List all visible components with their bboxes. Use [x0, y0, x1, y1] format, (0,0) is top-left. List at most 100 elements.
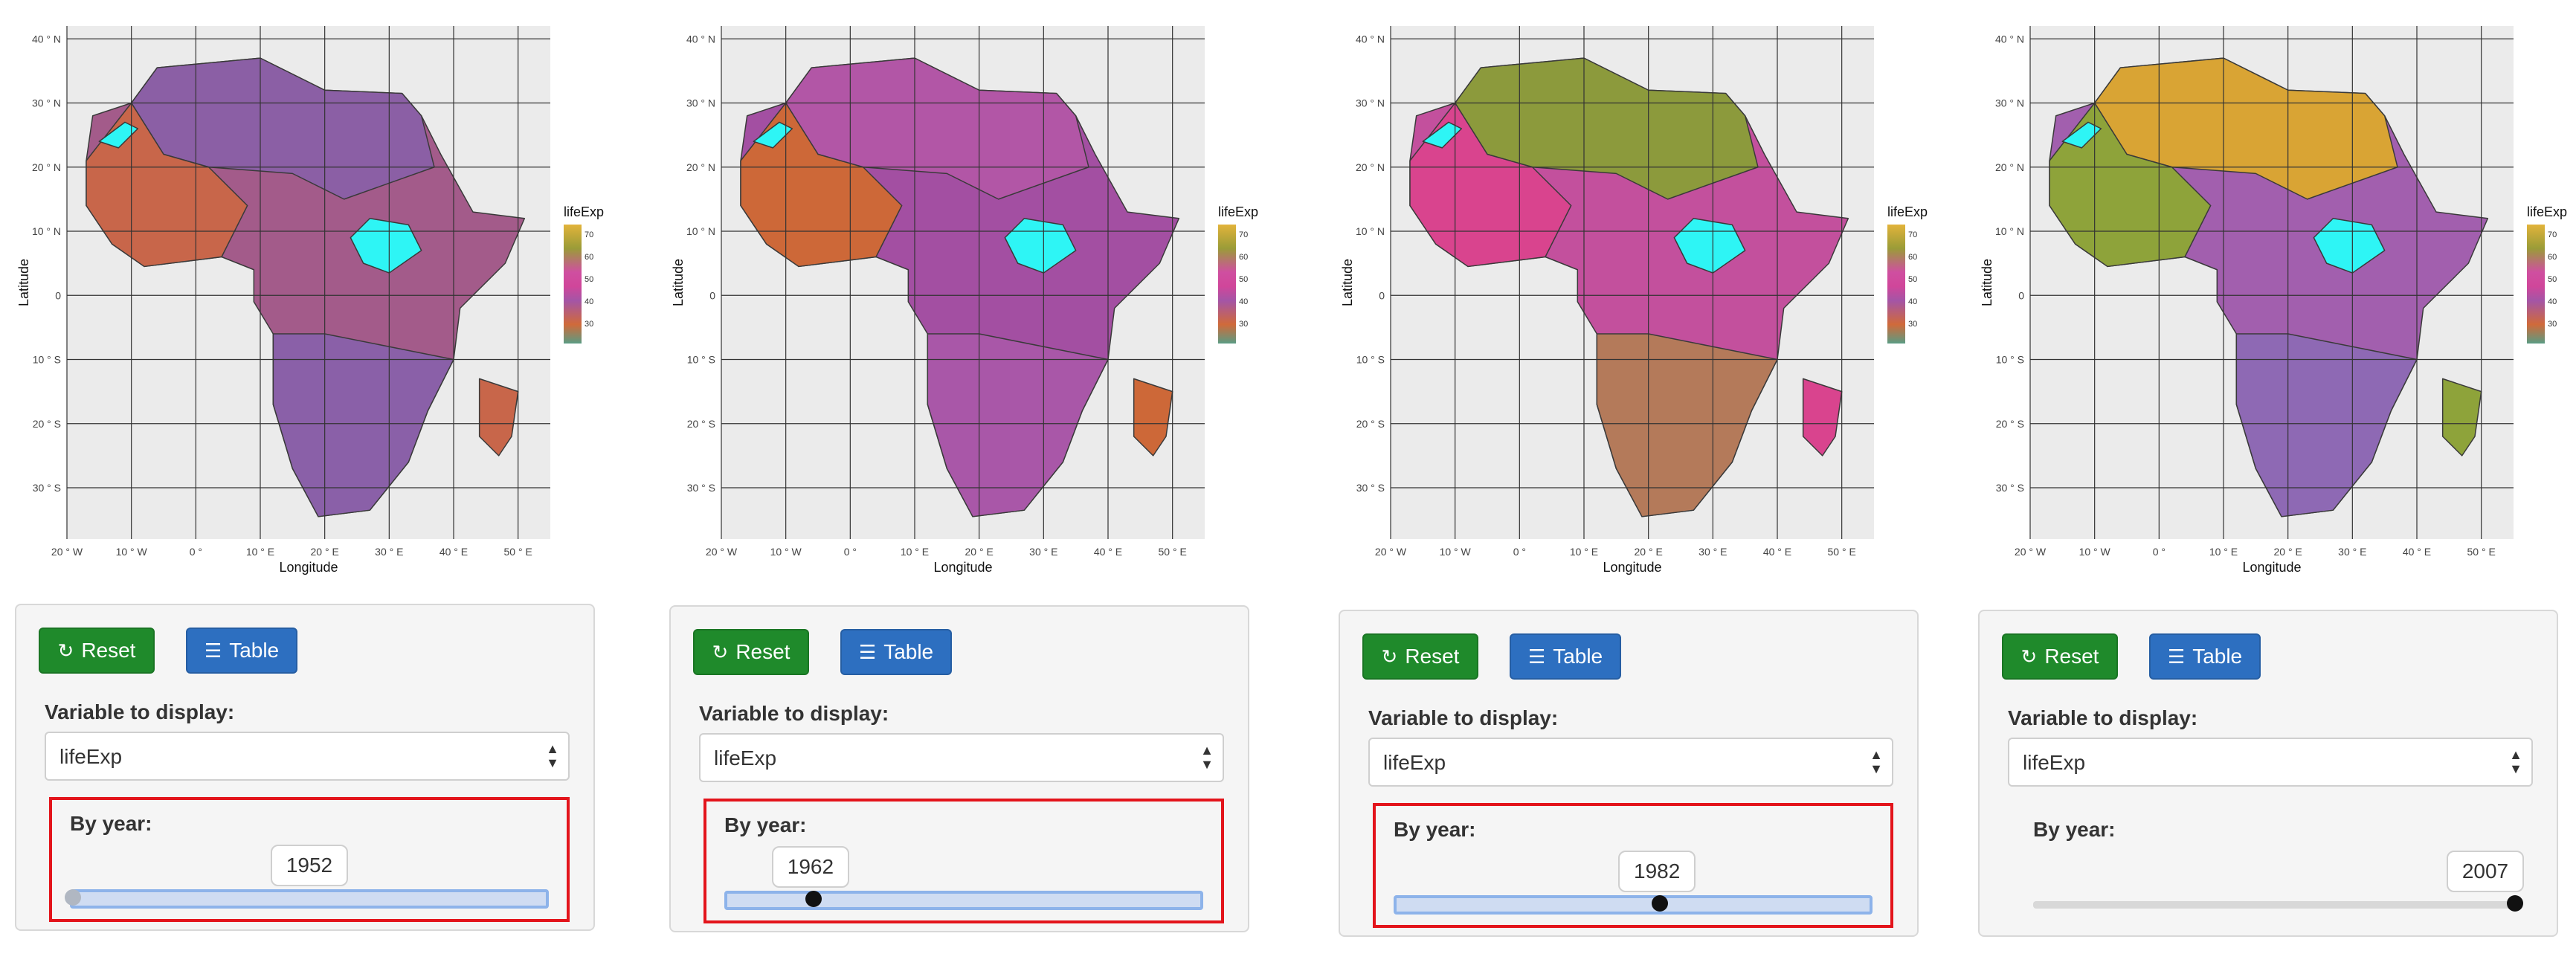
lat-tick-label: 20 ° N [1995, 161, 2024, 173]
legend-body: 70 60 50 40 30 [1218, 225, 1258, 344]
table-button[interactable]: ☰ Table [186, 628, 297, 674]
legend-tick-label: 50 [2548, 275, 2557, 284]
lat-tick-label: 20 ° S [33, 418, 61, 430]
lat-tick-label: 30 ° S [1356, 482, 1385, 494]
western-sahara-region [2061, 121, 2102, 149]
lat-tick-label: 30 ° N [686, 97, 715, 109]
table-button[interactable]: ☰ Table [1510, 633, 1621, 680]
year-slider-track[interactable] [70, 889, 549, 909]
year-slider-track[interactable] [2033, 901, 2512, 909]
variable-select[interactable]: lifeExp ▲ ▼ [1368, 738, 1893, 787]
year-slider-handle[interactable] [1652, 895, 1669, 912]
legend-body: 70 60 50 40 30 [1887, 225, 1928, 344]
year-slider-track[interactable] [1394, 895, 1873, 915]
control-panel: ↻ Reset ☰ Table Variable to display: lifeExp ▲… [15, 604, 595, 931]
reset-button[interactable]: ↻ Reset [2002, 633, 2118, 680]
variable-select[interactable]: lifeExp ▲ ▼ [699, 733, 1224, 782]
reset-button[interactable]: ↻ Reset [693, 629, 809, 675]
control-panel: ↻ Reset ☰ Table Variable to display: lifeExp ▲… [1978, 610, 2558, 937]
legend-title: lifeExp [2527, 204, 2568, 219]
app-instance: 40 ° N 30 ° N 20 ° N 10 ° N 0 10 ° S 20 ° S 30 … [1963, 0, 2573, 974]
legend-tick-label: 60 [585, 253, 594, 262]
table-button-label: Table [2192, 645, 2243, 668]
year-slider-group: By year: 1982 [1373, 803, 1893, 928]
variable-label: Variable to display: [2008, 706, 2198, 729]
lon-tick-label: 20 ° E [311, 546, 339, 558]
select-caret-icon: ▲ ▼ [2509, 747, 2522, 776]
select-value: lifeExp [59, 745, 123, 768]
lon-tick-label: 40 ° E [1094, 546, 1122, 558]
color-legend: lifeExp 70 60 50 40 30 [2527, 204, 2567, 344]
color-legend: lifeExp 70 60 50 40 30 [564, 204, 604, 344]
south-sudan-region [2313, 218, 2386, 274]
reset-button[interactable]: ↻ Reset [1362, 633, 1478, 680]
western-sahara-region [98, 121, 139, 149]
lat-tick-label: 20 ° N [1356, 161, 1385, 173]
choropleth-map: 40 ° N 30 ° N 20 ° N 10 ° N 0 10 ° S 20 ° S 30 … [1340, 26, 1874, 575]
map-plot: 40 ° N 30 ° N 20 ° N 10 ° N 0 10 ° S 20 ° S 30 … [654, 0, 1264, 587]
legend-tick-label: 40 [585, 297, 594, 306]
table-button[interactable]: ☰ Table [840, 629, 952, 675]
lon-tick-label: 10 ° W [2079, 546, 2111, 558]
legend-tick-label: 60 [2548, 253, 2557, 262]
lon-tick-label: 20 ° W [2015, 546, 2047, 558]
south-sudan-region [1004, 218, 1077, 274]
year-slider-track[interactable] [724, 891, 1203, 910]
legend-color-bar [1887, 225, 1905, 344]
lon-tick-label: 0 ° [190, 546, 202, 558]
lat-tick-label: 0 [1379, 289, 1385, 301]
madagascar-region [478, 378, 519, 457]
lat-tick-label: 0 [2018, 289, 2024, 301]
year-slider-handle[interactable] [805, 891, 822, 907]
lat-tick-label: 20 ° S [687, 418, 715, 430]
x-axis-label: Longitude [933, 560, 992, 575]
variable-label: Variable to display: [699, 702, 889, 725]
variable-label: Variable to display: [45, 700, 235, 723]
lon-tick-label: 40 ° E [2403, 546, 2431, 558]
variable-select[interactable]: lifeExp ▲ ▼ [2008, 738, 2533, 787]
table-button[interactable]: ☰ Table [2149, 633, 2261, 680]
lat-tick-label: 30 ° S [687, 482, 715, 494]
reset-button[interactable]: ↻ Reset [39, 628, 155, 674]
control-panel: ↻ Reset ☰ Table Variable to display: lifeExp ▲… [669, 605, 1249, 932]
lon-tick-label: 20 ° W [706, 546, 738, 558]
lon-tick-label: 0 ° [2153, 546, 2166, 558]
lat-tick-label: 20 ° N [32, 161, 61, 173]
southern-africa-region [927, 333, 1109, 517]
table-icon: ☰ [2167, 645, 2186, 668]
lat-tick-label: 20 ° N [686, 161, 715, 173]
variable-select[interactable]: lifeExp ▲ ▼ [45, 732, 570, 781]
lon-tick-label: 50 ° E [1159, 546, 1187, 558]
lat-tick-label: 10 ° N [686, 225, 715, 237]
lat-tick-label: 40 ° N [1995, 33, 2024, 45]
lon-tick-label: 20 ° E [965, 546, 994, 558]
x-axis-label: Longitude [279, 560, 338, 575]
legend-tick-label: 50 [585, 275, 594, 284]
legend-title: lifeExp [1218, 204, 1259, 219]
lat-tick-label: 40 ° N [686, 33, 715, 45]
lat-tick-label: 20 ° S [1356, 418, 1385, 430]
year-slider-handle[interactable] [2507, 895, 2523, 912]
y-axis-label: Latitude [671, 259, 686, 306]
legend-tick-label: 30 [585, 320, 594, 329]
y-axis-label: Latitude [1340, 259, 1355, 306]
legend-tick-label: 30 [1239, 320, 1249, 329]
table-icon: ☰ [204, 639, 222, 662]
legend-tick-label: 40 [2548, 297, 2557, 306]
legend-tick-label: 60 [1239, 253, 1249, 262]
table-icon: ☰ [858, 641, 877, 663]
map-plot: 40 ° N 30 ° N 20 ° N 10 ° N 0 10 ° S 20 ° S 30 … [1324, 0, 1933, 587]
lat-tick-label: 10 ° N [32, 225, 61, 237]
y-axis-label: Latitude [1980, 259, 1994, 306]
western-sahara-region [1422, 121, 1463, 149]
lat-tick-label: 30 ° N [32, 97, 61, 109]
year-slider-handle[interactable] [65, 889, 81, 906]
table-button-label: Table [1553, 645, 1603, 668]
legend-color-bar [1218, 225, 1236, 344]
year-slider-group: By year: 1962 [703, 799, 1224, 923]
southern-africa-region [2235, 333, 2418, 517]
legend-body: 70 60 50 40 30 [564, 225, 604, 344]
color-legend: lifeExp 70 60 50 40 30 [1218, 204, 1258, 344]
lat-tick-label: 10 ° S [1996, 354, 2024, 366]
year-slider-group: By year: 2007 [2012, 803, 2533, 928]
